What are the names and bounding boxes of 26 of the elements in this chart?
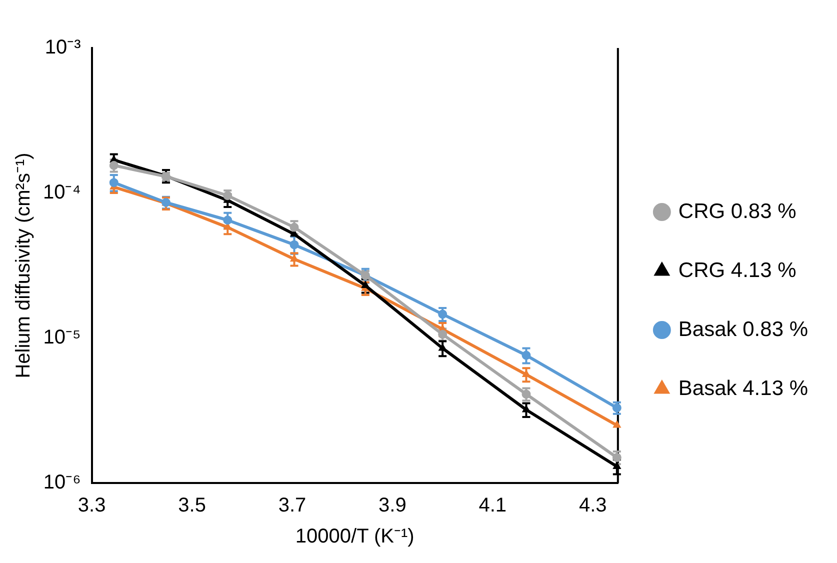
legend-label: Basak 0.83 % (678, 318, 808, 341)
legend-label: Basak 4.13 % (678, 376, 808, 400)
y-tick-label: 10⁻³ (44, 36, 82, 59)
point (223, 216, 232, 225)
x-tick-label: 4.1 (478, 494, 507, 517)
y-axis-title: Helium diffusivity (cm²s⁻¹) (12, 152, 35, 378)
point (109, 178, 118, 188)
x-tick-label: 4.3 (578, 494, 607, 517)
x-tick-label: 3.5 (178, 494, 206, 517)
point (522, 350, 531, 360)
point (290, 240, 299, 250)
x-tick-label: 3.9 (378, 494, 406, 517)
y-tick-label: 10⁻⁵ (43, 326, 81, 349)
x-tick-label: 3.7 (278, 494, 306, 517)
point (522, 370, 530, 378)
point (612, 420, 621, 428)
y-tick-label: 10⁻⁶ (43, 472, 81, 494)
legend-label: CRG 0.83 % (678, 200, 796, 223)
point (612, 462, 621, 469)
y-tick-label: 10⁻⁴ (42, 182, 81, 204)
point (522, 405, 530, 412)
x-axis-title: 10000/T (K⁻¹) (295, 526, 414, 548)
legend-label: CRG 4.13 % (678, 258, 796, 282)
point (438, 344, 447, 351)
point (361, 281, 370, 288)
x-tick-label: 3.3 (78, 494, 106, 517)
